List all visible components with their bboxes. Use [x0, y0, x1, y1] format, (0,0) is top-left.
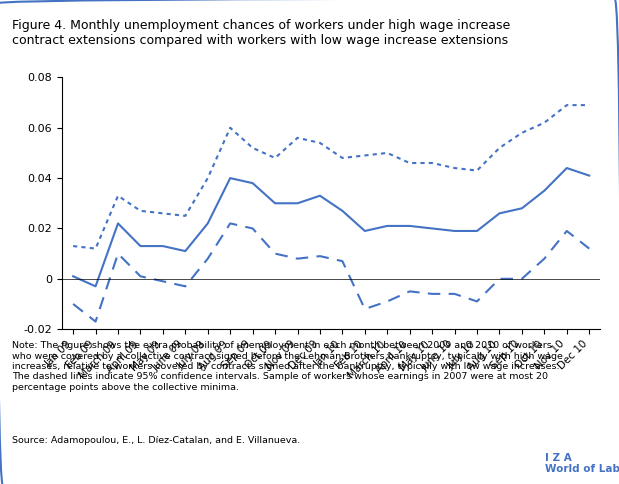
Text: Note: The figure shows the extra probability of unemployment in each month betwe: Note: The figure shows the extra probabi…	[12, 341, 563, 392]
Text: Figure 4. Monthly unemployment chances of workers under high wage increase
contr: Figure 4. Monthly unemployment chances o…	[12, 19, 511, 47]
Text: I Z A
World of Labor: I Z A World of Labor	[545, 453, 619, 474]
Text: Source: Adamopoulou, E., L. Díez-Catalan, and E. Villanueva.: Source: Adamopoulou, E., L. Díez-Catalan…	[12, 436, 304, 445]
